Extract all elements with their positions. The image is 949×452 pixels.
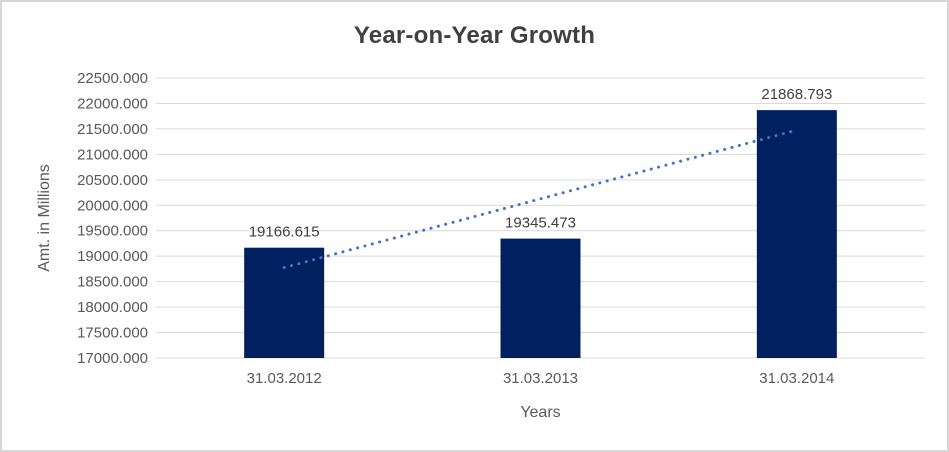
y-tick-label: 22500.000 [77, 70, 148, 87]
trendline [282, 128, 799, 270]
y-tick-label: 22000.000 [77, 95, 148, 112]
y-tick-label: 18000.000 [77, 299, 148, 316]
x-tick-label: 31.03.2014 [759, 370, 834, 387]
bar [500, 238, 581, 358]
y-tick-label: 19500.000 [77, 223, 148, 240]
x-tick-label: 31.03.2012 [247, 370, 322, 387]
bar-data-label: 19166.615 [249, 224, 320, 241]
y-tick-label: 20000.000 [77, 197, 148, 214]
y-tick-label: 20500.000 [77, 172, 148, 189]
x-axis-title: Years [520, 404, 561, 421]
y-tick-label: 18500.000 [77, 274, 148, 291]
y-tick-label: 17500.000 [77, 325, 148, 342]
bar [756, 110, 837, 358]
y-tick-label: 17000.000 [77, 350, 148, 367]
y-tick-label: 19000.000 [77, 248, 148, 265]
bar [244, 247, 325, 358]
y-tick-label: 21000.000 [77, 146, 148, 163]
chart-title: Year-on-Year Growth [353, 22, 596, 49]
bar-data-label: 21868.793 [761, 86, 832, 103]
x-tick-label: 31.03.2013 [503, 370, 578, 387]
y-tick-label: 21500.000 [77, 121, 148, 138]
bar-data-label: 19345.473 [505, 215, 576, 232]
